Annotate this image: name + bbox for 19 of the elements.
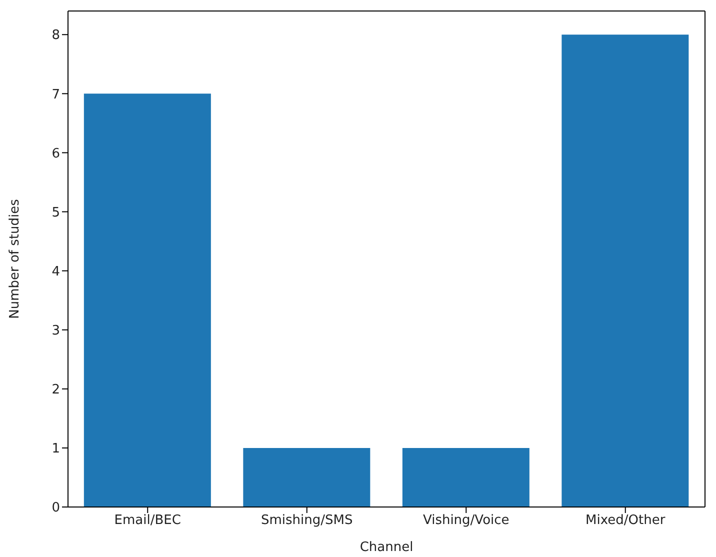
y-axis-title: Number of studies <box>8 198 23 319</box>
y-tick-label: 3 <box>52 323 60 338</box>
y-tick-label: 0 <box>52 500 60 516</box>
y-tick-label: 2 <box>52 382 60 398</box>
x-axis-title: Channel <box>360 540 414 555</box>
bar <box>562 34 689 507</box>
bar <box>84 94 211 507</box>
x-tick-label: Mixed/Other <box>586 513 666 528</box>
y-tick-label: 1 <box>52 442 60 457</box>
y-tick-label: 5 <box>52 205 60 220</box>
y-tick-label: 8 <box>52 28 60 44</box>
bar <box>243 448 370 507</box>
y-tick-label: 6 <box>52 146 60 162</box>
x-tick-label: Email/BEC <box>114 513 181 528</box>
y-tick-label: 4 <box>52 264 60 280</box>
x-tick-label: Vishing/Voice <box>422 513 510 528</box>
x-tick-label: Smishing/SMS <box>261 513 353 528</box>
y-tick-label: 7 <box>52 87 60 102</box>
bar <box>402 448 530 507</box>
